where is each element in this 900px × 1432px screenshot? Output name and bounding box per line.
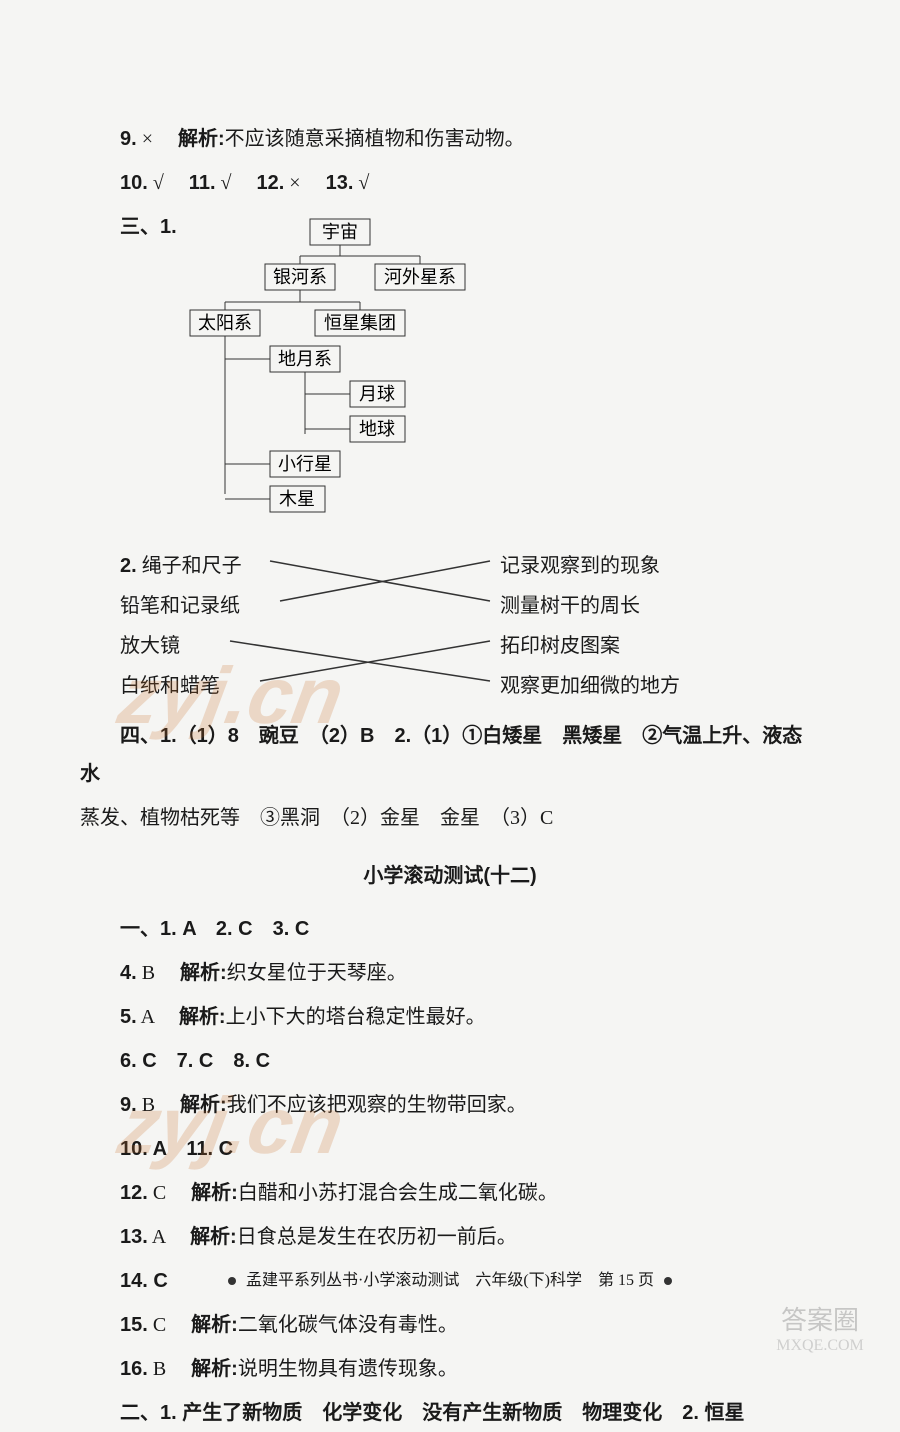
- footer-dot-icon: [228, 1277, 236, 1285]
- corner-t1: 答案圈: [740, 1300, 900, 1337]
- corner-t2: MXQE.COM: [740, 1337, 900, 1355]
- node-stargroup: 恒星集团: [324, 313, 396, 333]
- a13n: 13.: [120, 1226, 148, 1248]
- a4t: 织女星位于天琴座。: [227, 962, 407, 984]
- a5l: 解析:: [179, 1006, 226, 1028]
- node-jupiter: 木星: [279, 489, 315, 509]
- node-solar: 太阳系: [198, 313, 252, 333]
- ans-a1: 一、1. A 2. C 3. C: [80, 910, 820, 948]
- section4-line1: 四、1.（1）8 豌豆 （2）B 2.（1）①白矮星 黑矮星 ②气温上升、液态水: [80, 717, 820, 793]
- a5t: 上小下大的塔台稳定性最好。: [226, 1006, 486, 1028]
- footer-text: 孟建平系列丛书·小学滚动测试 六年级(下)科学 第 15 页: [246, 1272, 654, 1289]
- matching-diagram: 2. 绳子和尺子 铅笔和记录纸 放大镜 白纸和蜡笔 记录观察到的现象 测量树干的…: [80, 547, 820, 707]
- q9-label: 解析:: [178, 128, 225, 150]
- ans-a5: 5. A 解析:上小下大的塔台稳定性最好。: [80, 998, 820, 1036]
- q10-num: 10.: [120, 172, 148, 194]
- node-earth: 地球: [359, 419, 395, 439]
- a12a: C: [153, 1182, 166, 1204]
- q11-mark: √: [221, 172, 232, 194]
- s4l1: 四、1.（1）8 豌豆 （2）B 2.（1）①白矮星 黑矮星 ②气温上升、液态水: [80, 725, 802, 785]
- a4l: 解析:: [180, 962, 227, 984]
- corner-badge: 答案圈 MXQE.COM: [740, 1300, 900, 1390]
- footer-dot-icon: [664, 1277, 672, 1285]
- a10: 10. A 11. C: [120, 1138, 233, 1160]
- s4l2: 蒸发、植物枯死等 ③黑洞 （2）金星 金星 （3）C: [80, 807, 553, 829]
- a4n: 4.: [120, 962, 137, 984]
- node-earthmoon: 地月系: [278, 349, 332, 369]
- a16a: B: [153, 1358, 166, 1380]
- a1: 一、1. A 2. C 3. C: [120, 918, 309, 940]
- ans-a4: 4. B 解析:织女星位于天琴座。: [80, 954, 820, 992]
- q13-mark: √: [358, 172, 369, 194]
- a13l: 解析:: [190, 1226, 237, 1248]
- ans-a15: 15. C 解析:二氧化碳气体没有毒性。: [80, 1306, 820, 1344]
- node-asteroid: 小行星: [278, 454, 332, 474]
- a12n: 12.: [120, 1182, 148, 1204]
- a4a: B: [142, 962, 155, 984]
- answers-q10-13: 10. √ 11. √ 12. × 13. √: [80, 164, 820, 202]
- q12-mark: ×: [289, 172, 300, 194]
- node-universe: 宇宙: [322, 222, 358, 242]
- a13a: A: [152, 1226, 165, 1248]
- q9-text: 不应该随意采摘植物和伤害动物。: [225, 128, 525, 150]
- q13-num: 13.: [326, 172, 354, 194]
- node-milkyway: 银河系: [273, 267, 327, 287]
- a12t: 白醋和小苏打混合会生成二氧化碳。: [238, 1182, 558, 1204]
- ans-a12: 12. C 解析:白醋和小苏打混合会生成二氧化碳。: [80, 1174, 820, 1212]
- q9-num: 9.: [120, 128, 137, 150]
- a15a: C: [153, 1314, 166, 1336]
- q10-mark: √: [153, 172, 164, 194]
- a12l: 解析:: [191, 1182, 238, 1204]
- match-lines: [80, 547, 780, 707]
- a5a: A: [141, 1006, 154, 1028]
- page-footer: 孟建平系列丛书·小学滚动测试 六年级(下)科学 第 15 页: [0, 1266, 900, 1290]
- node-moon: 月球: [359, 384, 395, 404]
- q12-num: 12.: [256, 172, 284, 194]
- ans-a9: 9. B 解析:我们不应该把观察的生物带回家。: [80, 1086, 820, 1124]
- answer-q9: 9. × 解析:不应该随意采摘植物和伤害动物。: [80, 120, 820, 158]
- ans-a10: 10. A 11. C: [80, 1130, 820, 1168]
- page-content: 9. × 解析:不应该随意采摘植物和伤害动物。 10. √ 11. √ 12. …: [80, 120, 820, 1432]
- a16t: 说明生物具有遗传现象。: [238, 1358, 458, 1380]
- node-extra: 河外星系: [384, 267, 456, 287]
- ans-a6: 6. C 7. C 8. C: [80, 1042, 820, 1080]
- a15n: 15.: [120, 1314, 148, 1336]
- a16l: 解析:: [191, 1358, 238, 1380]
- ans-a16: 16. B 解析:说明生物具有遗传现象。: [80, 1350, 820, 1388]
- a15t: 二氧化碳气体没有毒性。: [238, 1314, 458, 1336]
- a9t: 我们不应该把观察的生物带回家。: [227, 1094, 527, 1116]
- a15l: 解析:: [191, 1314, 238, 1336]
- a16n: 16.: [120, 1358, 148, 1380]
- a9l: 解析:: [180, 1094, 227, 1116]
- ans-sec2: 二、1. 产生了新物质 化学变化 没有产生新物质 物理变化 2. 恒星: [80, 1394, 820, 1432]
- a9a: B: [142, 1094, 155, 1116]
- as2: 二、1. 产生了新物质 化学变化 没有产生新物质 物理变化 2. 恒星: [120, 1402, 744, 1424]
- hierarchy-tree: 宇宙 银河系 河外星系 太阳系 恒星集团: [140, 214, 820, 537]
- test-title: 小学滚动测试(十二): [80, 857, 820, 895]
- a5n: 5.: [120, 1006, 137, 1028]
- q11-num: 11.: [189, 172, 216, 194]
- a13t: 日食总是发生在农历初一前后。: [237, 1226, 517, 1248]
- a9n: 9.: [120, 1094, 137, 1116]
- ans-a13: 13. A 解析:日食总是发生在农历初一前后。: [80, 1218, 820, 1256]
- tree-svg: 宇宙 银河系 河外星系 太阳系 恒星集团: [140, 214, 520, 524]
- a6: 6. C 7. C 8. C: [120, 1050, 270, 1072]
- q9-mark: ×: [142, 128, 153, 150]
- section4-line2: 蒸发、植物枯死等 ③黑洞 （2）金星 金星 （3）C: [80, 799, 820, 837]
